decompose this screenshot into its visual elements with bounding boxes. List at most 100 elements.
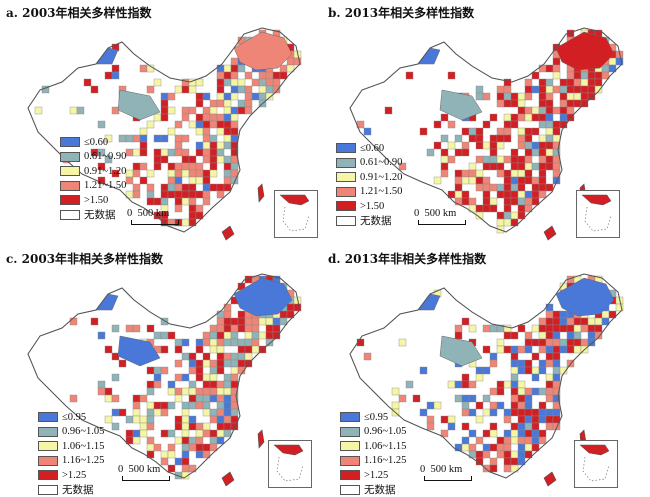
region-cell: [489, 197, 498, 206]
region-cell: [195, 429, 204, 438]
region-cell: [496, 134, 505, 143]
scale-bar: 0 500 km: [127, 208, 179, 225]
legend-label: 0.91~1.20: [360, 171, 403, 183]
region-cell: [524, 331, 533, 340]
region-cell: [174, 197, 183, 206]
region-cell: [545, 373, 554, 382]
legend-item: 1.16~1.25: [38, 454, 104, 469]
region-cell: [174, 415, 183, 424]
region-cell: [538, 169, 547, 178]
legend-label: 1.06~1.15: [62, 440, 105, 452]
region-cell: [552, 345, 561, 354]
region-cell: [461, 401, 470, 410]
region-cell: [601, 71, 610, 80]
region-cell: [181, 148, 190, 157]
region-cell: [489, 204, 498, 213]
region-cell: [426, 422, 435, 431]
region-cell: [272, 71, 281, 80]
region-cell: [475, 204, 484, 213]
map-panel-a: a. 2003年相关多样性指数 ≤0.60 0.61~0.90 0.91~1.2…: [0, 4, 318, 246]
region-cell: [216, 345, 225, 354]
region-cell: [216, 127, 225, 136]
region-cell: [230, 120, 239, 129]
legend-label: ≤0.95: [62, 411, 87, 423]
region-cell: [146, 183, 155, 192]
legend-swatch: [336, 157, 356, 168]
region-cell: [265, 338, 274, 347]
region-patch: [117, 89, 161, 121]
region-cell: [482, 183, 491, 192]
inset-coast: [579, 444, 610, 456]
region-cell: [167, 176, 176, 185]
region-cell: [230, 134, 239, 143]
region-cell: [615, 303, 624, 312]
region-patch: [233, 277, 293, 317]
region-cell: [566, 71, 575, 80]
region-cell: [181, 373, 190, 382]
region-cell: [545, 162, 554, 171]
region-cell: [510, 113, 519, 122]
region-cell: [475, 457, 484, 466]
region-cell: [552, 366, 561, 375]
region-cell: [167, 190, 176, 199]
region-cell: [139, 64, 148, 73]
region-cell: [531, 387, 540, 396]
region-cell: [566, 106, 575, 115]
region-cell: [286, 57, 295, 66]
inset-coast: [279, 194, 310, 206]
region-cell: [188, 85, 197, 94]
region-cell: [426, 415, 435, 424]
region-cell: [545, 183, 554, 192]
region-cell: [503, 155, 512, 164]
region-cell: [468, 408, 477, 417]
region-cell: [524, 148, 533, 157]
region-cell: [258, 85, 267, 94]
region-cell: [97, 380, 106, 389]
region-cell: [461, 317, 470, 326]
region-cell: [524, 338, 533, 347]
region-cell: [594, 324, 603, 333]
region-cell: [202, 394, 211, 403]
region-cell: [510, 211, 519, 220]
region-cell: [545, 331, 554, 340]
region-cell: [489, 443, 498, 452]
region-cell: [216, 324, 225, 333]
region-cell: [538, 429, 547, 438]
region-cell: [188, 352, 197, 361]
region-cell: [216, 394, 225, 403]
region-cell: [209, 155, 218, 164]
region-cell: [223, 408, 232, 417]
region-cell: [153, 155, 162, 164]
region-cell: [524, 422, 533, 431]
region-cell: [503, 324, 512, 333]
region-cell: [195, 92, 204, 101]
region-cell: [90, 85, 99, 94]
region-cell: [510, 429, 519, 438]
region-cell: [531, 366, 540, 375]
region-cell: [223, 303, 232, 312]
region-cell: [503, 92, 512, 101]
legend-label: >1.50: [360, 200, 385, 212]
legend-label: 1.16~1.25: [62, 455, 105, 467]
region-cell: [552, 373, 561, 382]
region-cell: [230, 331, 239, 340]
region-cell: [223, 415, 232, 424]
scale-bar: 0 500 km: [420, 464, 472, 481]
region-cell: [272, 317, 281, 326]
region-cell: [223, 352, 232, 361]
region-cell: [104, 71, 113, 80]
region-cell: [237, 317, 246, 326]
region-cell: [482, 443, 491, 452]
region-cell: [209, 183, 218, 192]
region-cell: [223, 359, 232, 368]
region-cell: [419, 366, 428, 375]
region-cell: [237, 310, 246, 319]
region-cell: [573, 324, 582, 333]
region-cell: [104, 394, 113, 403]
region-cell: [482, 141, 491, 150]
region-cell: [552, 422, 561, 431]
region-cell: [202, 169, 211, 178]
region-cell: [552, 120, 561, 129]
region-cell: [251, 92, 260, 101]
region-cell: [447, 380, 456, 389]
